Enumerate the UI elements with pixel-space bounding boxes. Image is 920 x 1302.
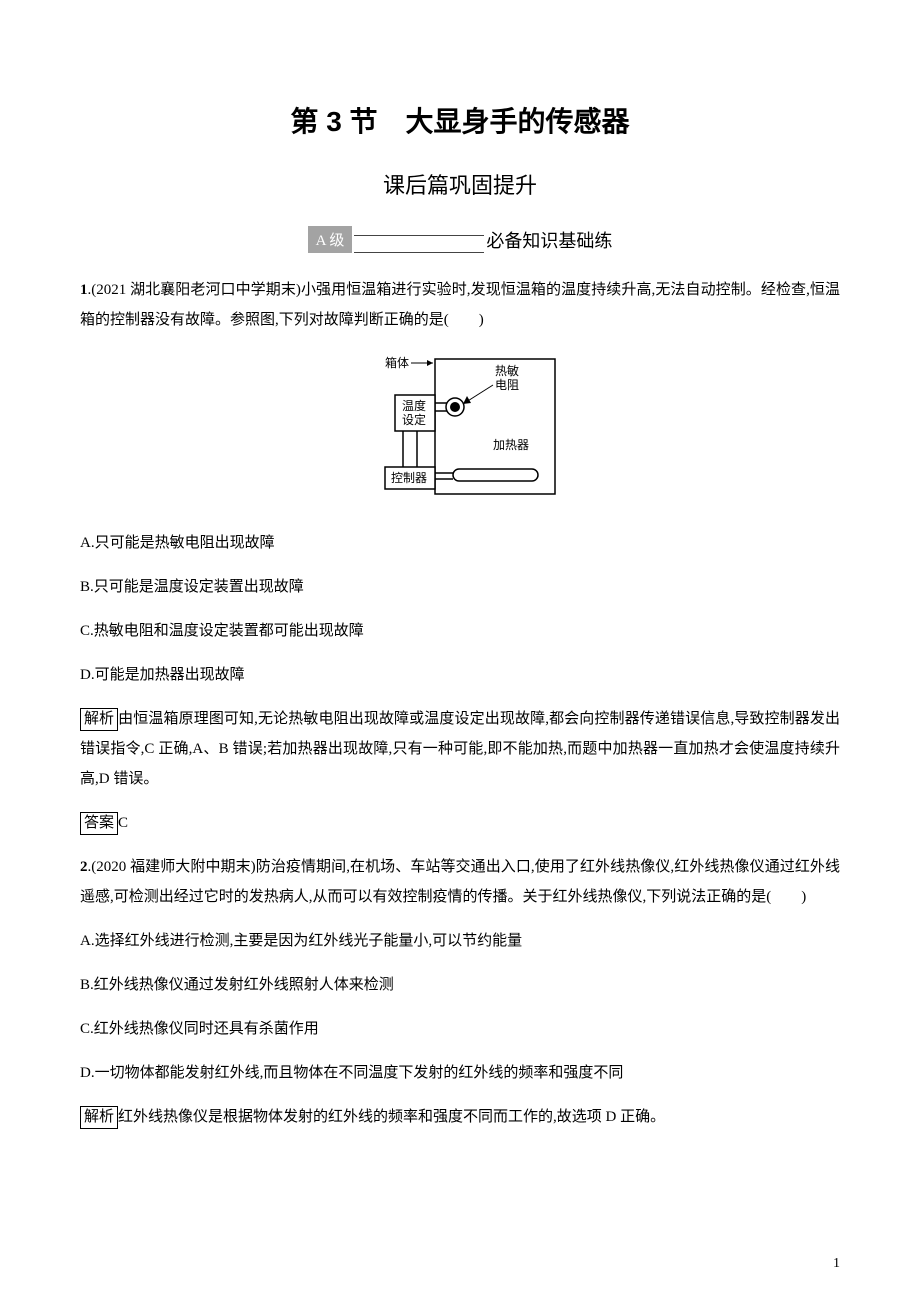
thermostat-diagram: 箱体热敏电阻温度设定加热器控制器 — [80, 349, 840, 514]
page-number: 1 — [833, 1256, 840, 1272]
q2-analysis: 解析红外线热像仪是根据物体发射的红外线的频率和强度不同而工作的,故选项 D 正确… — [80, 1102, 840, 1132]
q2-stem-text: .(2020 福建师大附中期末)防治疫情期间,在机场、车站等交通出入口,使用了红… — [80, 859, 840, 905]
svg-text:温度: 温度 — [402, 398, 426, 413]
analysis-label-2: 解析 — [80, 1106, 118, 1129]
q1-stem: 1.(2021 湖北襄阳老河口中学期末)小强用恒温箱进行实验时,发现恒温箱的温度… — [80, 275, 840, 335]
q1-option-d: D.可能是加热器出现故障 — [80, 660, 840, 690]
q2-option-b: B.红外线热像仪通过发射红外线照射人体来检测 — [80, 970, 840, 1000]
q2-option-c: C.红外线热像仪同时还具有杀菌作用 — [80, 1014, 840, 1044]
page-title: 第 3 节 大显身手的传感器 — [80, 100, 840, 140]
analysis-label: 解析 — [80, 708, 118, 731]
q2-stem: 2.(2020 福建师大附中期末)防治疫情期间,在机场、车站等交通出入口,使用了… — [80, 852, 840, 912]
svg-text:箱体: 箱体 — [385, 355, 409, 370]
q1-stem-text: .(2021 湖北襄阳老河口中学期末)小强用恒温箱进行实验时,发现恒温箱的温度持… — [80, 282, 840, 328]
q2-option-a: A.选择红外线进行检测,主要是因为红外线光子能量小,可以节约能量 — [80, 926, 840, 956]
svg-text:电阻: 电阻 — [495, 378, 519, 392]
svg-text:设定: 设定 — [402, 412, 426, 427]
q1-option-b: B.只可能是温度设定装置出现故障 — [80, 572, 840, 602]
q1-num: 1 — [80, 282, 88, 298]
page-subtitle: 课后篇巩固提升 — [80, 168, 840, 200]
q1-answer: 答案C — [80, 808, 840, 838]
level-underline — [354, 232, 484, 253]
q1-option-c: C.热敏电阻和温度设定装置都可能出现故障 — [80, 616, 840, 646]
svg-text:热敏: 热敏 — [495, 363, 519, 378]
answer-label: 答案 — [80, 812, 118, 835]
q1-analysis: 解析由恒温箱原理图可知,无论热敏电阻出现故障或温度设定出现故障,都会向控制器传递… — [80, 704, 840, 794]
q2-analysis-text: 红外线热像仪是根据物体发射的红外线的频率和强度不同而工作的,故选项 D 正确。 — [118, 1109, 665, 1125]
svg-text:加热器: 加热器 — [493, 438, 529, 452]
level-row: A 级 必备知识基础练 — [80, 226, 840, 253]
level-badge: A 级 — [308, 226, 353, 253]
q1-answer-text: C — [118, 815, 128, 831]
q1-analysis-text: 由恒温箱原理图可知,无论热敏电阻出现故障或温度设定出现故障,都会向控制器传递错误… — [80, 711, 840, 787]
q2-option-d: D.一切物体都能发射红外线,而且物体在不同温度下发射的红外线的频率和强度不同 — [80, 1058, 840, 1088]
svg-text:控制器: 控制器 — [391, 471, 427, 485]
level-text: 必备知识基础练 — [486, 227, 612, 253]
q2-num: 2 — [80, 859, 88, 875]
q1-option-a: A.只可能是热敏电阻出现故障 — [80, 528, 840, 558]
